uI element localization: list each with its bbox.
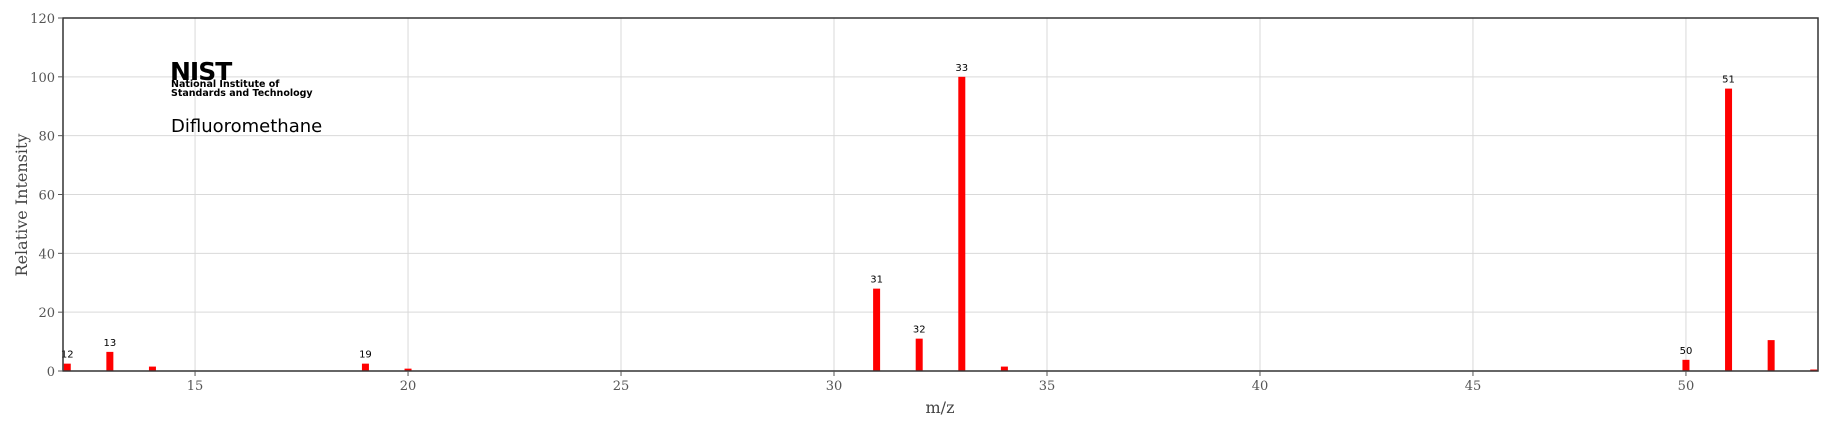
y-tick-label: 100 [30,71,55,86]
peak-label: 33 [955,63,968,74]
peak-label: 12 [61,350,74,361]
spectrum-bar [958,76,966,371]
spectrum-bar [404,368,412,371]
spectrum-bar [1725,88,1733,371]
grid-lines [63,18,1818,371]
nist-wordmark: NIST [170,57,232,86]
x-tick-label: 30 [826,379,843,394]
spectrum-bar [1682,359,1690,371]
y-axis-title: Relative Intensity [12,134,31,277]
y-tick-label: 120 [30,12,55,27]
spectrum-bar [106,351,114,371]
spectrum-bar [148,366,156,371]
x-tick-label: 40 [1252,379,1269,394]
x-tick-label: 35 [1039,379,1056,394]
peak-labels: 12 13 19 31 32 33 50 51 [61,63,1735,361]
peak-label: 50 [1680,346,1693,357]
peak-label: 19 [359,350,372,361]
y-axis-ticks: 0 20 40 60 80 100 120 [30,12,63,380]
spectrum-bar [1767,340,1775,371]
x-tick-label: 45 [1465,379,1482,394]
y-tick-label: 40 [38,247,55,262]
spectrum-bar [361,363,369,371]
y-tick-label: 20 [38,306,55,321]
nist-logo: NIST National Institute of Standards and… [170,57,313,99]
spectrum-bar [915,338,923,371]
x-tick-label: 15 [187,379,204,394]
x-tick-label: 20 [400,379,417,394]
peak-label: 32 [913,325,926,336]
spectrum-bar [873,288,881,371]
spectrum-bar [63,363,71,371]
peak-label: 51 [1722,75,1735,86]
spectrum-bar [1000,366,1008,371]
y-tick-label: 0 [47,365,55,380]
x-tick-label: 50 [1678,379,1695,394]
nist-logo-line-1: National Institute of [171,79,280,90]
y-tick-label: 80 [38,130,55,145]
peak-label: 31 [870,275,883,286]
peak-label: 13 [103,338,116,349]
x-tick-label: 25 [613,379,630,394]
nist-logo-line-2: Standards and Technology [171,88,313,99]
x-axis-ticks: 15 20 25 30 35 40 45 50 [187,371,1694,394]
compound-name: Difluoromethane [171,116,322,137]
x-axis-title: m/z [926,398,955,417]
y-tick-label: 60 [38,189,55,204]
